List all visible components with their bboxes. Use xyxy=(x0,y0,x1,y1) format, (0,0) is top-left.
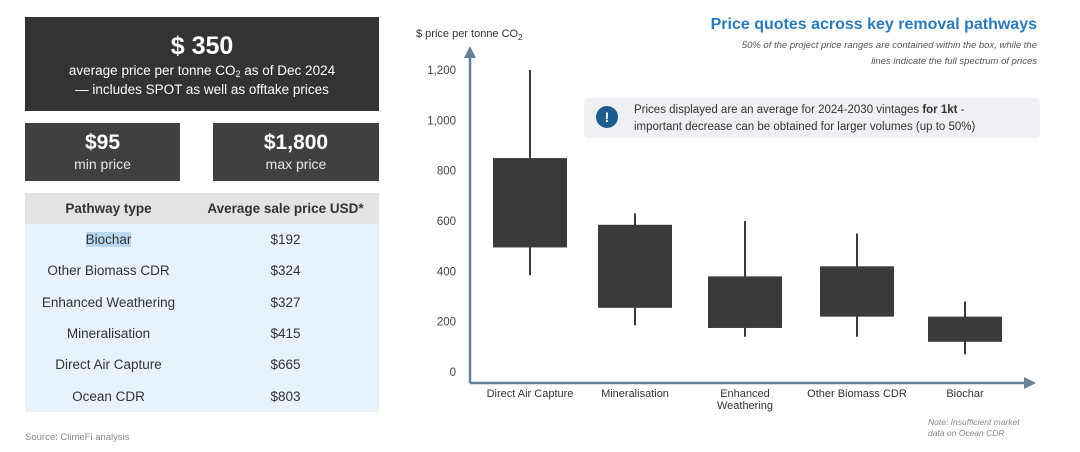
y-axis-arrow-icon xyxy=(464,46,476,58)
price-cell: $327 xyxy=(192,286,379,318)
pathway-cell: Biochar xyxy=(25,224,192,256)
column-header-price: Average sale price USD* xyxy=(192,193,379,224)
exclamation-icon xyxy=(596,106,618,128)
callout: ! Prices displayed are an average for 20… xyxy=(584,98,1040,138)
box-mark xyxy=(820,266,894,317)
price-cell: $665 xyxy=(192,349,379,381)
x-axis-arrow-icon xyxy=(1024,377,1036,389)
y-tick-label: 1,000 xyxy=(427,115,456,127)
exclamation-glyph: ! xyxy=(605,109,610,125)
category-label: Other Biomass CDR xyxy=(807,388,907,400)
price-cell: $803 xyxy=(192,380,379,412)
category-label: Direct Air Capture xyxy=(487,388,574,400)
pathway-cell: Ocean CDR xyxy=(25,380,192,412)
chart-subtitle-line1: 50% of the project price ranges are cont… xyxy=(742,40,1037,51)
axes xyxy=(464,46,1036,389)
callout-box xyxy=(584,98,1040,138)
callout-line1-bold: for 1kt xyxy=(922,104,957,116)
min-price-label: min price xyxy=(74,156,131,172)
pathway-cell: Direct Air Capture xyxy=(25,349,192,381)
min-price-value: $95 xyxy=(84,131,121,154)
table-row: Other Biomass CDR $324 xyxy=(25,255,379,287)
price-cell: $415 xyxy=(192,317,379,350)
chart-note-line2: data on Ocean CDR xyxy=(928,428,1005,438)
table-row: Enhanced Weathering $327 xyxy=(25,286,379,318)
category-labels: Direct Air Capture Mineralisation Enhanced… xyxy=(487,388,984,412)
y-tick-label: 1,200 xyxy=(427,65,456,77)
category-label: Biochar xyxy=(946,388,984,400)
callout-line1: Prices displayed are an average for 2024… xyxy=(634,104,965,116)
box-mark xyxy=(598,224,672,308)
y-tick-label: 600 xyxy=(437,216,456,228)
callout-line2: important decrease can be obtained for l… xyxy=(634,121,976,133)
max-price-value: $1,800 xyxy=(263,131,329,154)
min-price-card: $95 min price xyxy=(25,123,180,181)
pathway-cell: Mineralisation xyxy=(25,317,192,350)
table-header-row: Pathway type Average sale price USD* xyxy=(25,193,379,224)
box-mark xyxy=(493,158,567,248)
source-note: Source: ClimeFi analysis xyxy=(25,432,130,443)
y-tick-label: 800 xyxy=(437,166,456,178)
category-label: Enhanced xyxy=(720,388,770,400)
price-cell: $192 xyxy=(192,224,379,256)
y-axis-title-subscript: 2 xyxy=(518,33,523,42)
y-tick-label: 200 xyxy=(437,317,456,329)
max-price-card: $1,800 max price xyxy=(213,123,379,181)
table-row: Direct Air Capture $665 xyxy=(25,349,379,381)
box-series xyxy=(493,70,1002,355)
category-label: Weathering xyxy=(717,400,773,412)
highlighted-text: Biochar xyxy=(85,232,132,248)
y-axis-title-text: $ price per tonne CO xyxy=(416,28,519,40)
pathway-price-table: Pathway type Average sale price USD* Bio… xyxy=(25,193,379,412)
box-mark xyxy=(708,276,782,328)
y-axis-title: $ price per tonne CO2 xyxy=(416,28,523,42)
y-tick-labels: 0 200 400 600 800 1,000 1,200 xyxy=(427,65,456,379)
y-tick-label: 400 xyxy=(437,266,456,278)
caption-subscript: 2 xyxy=(235,69,241,79)
table-row: Biochar $192 xyxy=(25,224,379,256)
callout-line1-text: Prices displayed are an average for 2024… xyxy=(634,104,922,116)
column-header-pathway: Pathway type xyxy=(25,193,192,224)
average-price-card: $ 350 average price per tonne CO2 as of … xyxy=(25,17,379,111)
average-price-caption: average price per tonne CO2 as of Dec 20… xyxy=(25,63,379,82)
category-label: Mineralisation xyxy=(601,388,669,400)
price-cell: $324 xyxy=(192,255,379,287)
chart-subtitle-line2: lines indicate the full spectrum of pric… xyxy=(871,56,1037,67)
caption-text: average price per tonne CO xyxy=(68,63,236,78)
average-price-value: $ 350 xyxy=(170,32,234,60)
chart-title: Price quotes across key removal pathways xyxy=(711,16,1037,33)
box-mark xyxy=(928,316,1002,342)
chart-note-line1: Note: Insufficient market xyxy=(928,417,1020,427)
table-row: Ocean CDR $803 xyxy=(25,380,379,412)
pathway-cell: Other Biomass CDR xyxy=(25,255,192,287)
y-tick-label: 0 xyxy=(450,367,456,379)
callout-line1-end: - xyxy=(957,104,964,116)
pathway-cell: Enhanced Weathering xyxy=(25,286,192,318)
caption-text-end: as of Dec 2024 xyxy=(240,63,336,78)
table-row: Mineralisation $415 xyxy=(25,317,379,350)
max-price-label: max price xyxy=(265,156,327,172)
average-price-note: — includes SPOT as well as offtake price… xyxy=(75,82,329,97)
